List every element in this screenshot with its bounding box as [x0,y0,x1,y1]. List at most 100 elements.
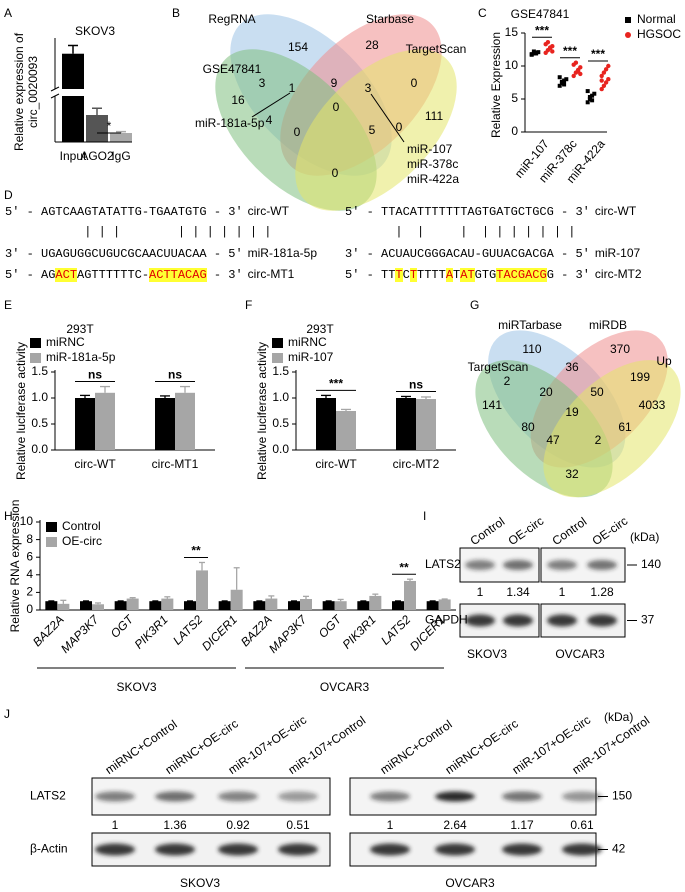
sequence-label: circ-WT [247,204,289,218]
x-tick-label: PIK3R1 [340,612,379,651]
y-tick-label: 0.0 [31,442,48,456]
venn-count: 154 [288,40,308,54]
venn-count: 4 [266,113,273,127]
legend-label: OE-circ [62,534,102,548]
venn-count: 2 [504,374,511,388]
venn-set-label: TargetScan [468,360,529,374]
bar [334,601,347,610]
protein-band [562,843,602,856]
protein-band [155,843,195,856]
panel-letter: J [4,707,10,721]
venn-count: 3 [365,81,372,95]
protein-label: GAPDH [425,613,468,627]
data-point [562,82,567,87]
y-axis-label: Relative Expression [489,32,503,138]
bar [95,392,115,450]
significance-label: ns [409,378,423,392]
data-point [536,50,541,55]
legend-label: Control [62,519,101,533]
venn-set [543,360,681,498]
quantification-label: 0.51 [286,818,310,832]
y-tick-label: 4 [26,567,33,581]
data-point [603,67,609,72]
sequence: TTTT [417,268,446,282]
y-tick-label: 2 [26,585,33,599]
sequence: 3' - UGAGUGGCUGUCGCAACUUACAA - 5' [5,247,243,261]
x-tick-label: circ-MT2 [393,457,440,471]
panel-letter: G [470,298,479,312]
data-point [603,80,609,85]
x-tick-label: PIK3R1 [132,612,171,651]
data-point [578,71,583,77]
bar [426,601,439,610]
bar [92,604,104,610]
x-tick-label: AGO2 [80,149,114,163]
bar [392,601,404,610]
y-tick-label: 1.5 [31,364,48,378]
bar [149,601,162,610]
venn-count: 199 [630,370,650,384]
protein-band [95,791,135,802]
legend-label: miR-181a-5p [46,350,116,364]
bar [288,601,300,610]
venn-annotation: miR-422a [407,172,459,186]
quantification-label: 1 [112,818,119,832]
lane-label: Control [468,514,508,548]
significance-label: ns [168,368,182,382]
panel-letter: C [478,6,487,20]
panel-letter: H [4,509,13,523]
bar [110,133,132,142]
data-point [601,70,607,75]
quantification-label: 0.61 [570,818,594,832]
bar [322,601,335,610]
alignment: 5' - AGTCAAGTATATTG-TGAATGTG - 3' circ-WT… [5,204,317,288]
bar [62,53,84,142]
venn-count: 36 [565,360,579,374]
y-tick-label: 10 [20,514,34,528]
lane-label: miRNC+OE-circ [443,716,521,777]
data-point [547,45,553,50]
legend-label: miR-107 [288,350,334,364]
data-point [599,73,604,79]
data-point [590,93,595,98]
protein-band [278,843,318,856]
venn-set-label: miRTarbase [498,318,562,332]
venn-annotation: miR-378c [407,157,458,171]
cell-line-label: OVCAR3 [555,647,605,661]
venn-annotation: miR-107 [407,142,453,156]
sequence-row: 5' - AGACTAGTTTTTTC-ACTTACAG - 3' circ-MT… [5,267,317,282]
x-tick-label: circ-MT1 [152,457,199,471]
bar [75,398,95,450]
data-point [562,78,567,83]
mutated-bases: T [409,268,418,282]
data-point [531,49,536,54]
significance-label: *** [329,377,343,391]
unit-label: (kDa) [604,710,633,724]
venn-count: 61 [618,420,632,434]
mutated-bases: T [395,268,403,282]
bar [253,601,266,610]
data-point [585,100,590,105]
protein-band [370,791,410,802]
data-point [606,63,611,69]
bar [114,601,127,610]
venn-count: 80 [521,420,535,434]
y-tick-label: 0 [26,602,33,616]
data-point [599,86,604,92]
venn-count: 19 [565,405,579,419]
venn-count: 5 [369,123,376,137]
bar [86,115,108,142]
venn-count: 110 [522,342,541,356]
annotation-line [370,93,405,143]
venn-count: 0 [332,166,339,180]
group-label: SKOV3 [116,680,156,694]
quantification-label: 2.64 [443,818,467,832]
bar [300,599,312,610]
bar [230,589,243,610]
sequence: 5' - AGTCAAGTATATTG-TGAATGTG - 3' [5,205,243,219]
mutated-bases: TACGACG [496,268,547,282]
venn-set-label: GSE47841 [203,62,262,76]
venn-count: 47 [546,433,560,447]
chart-title: SKOV3 [75,24,115,38]
